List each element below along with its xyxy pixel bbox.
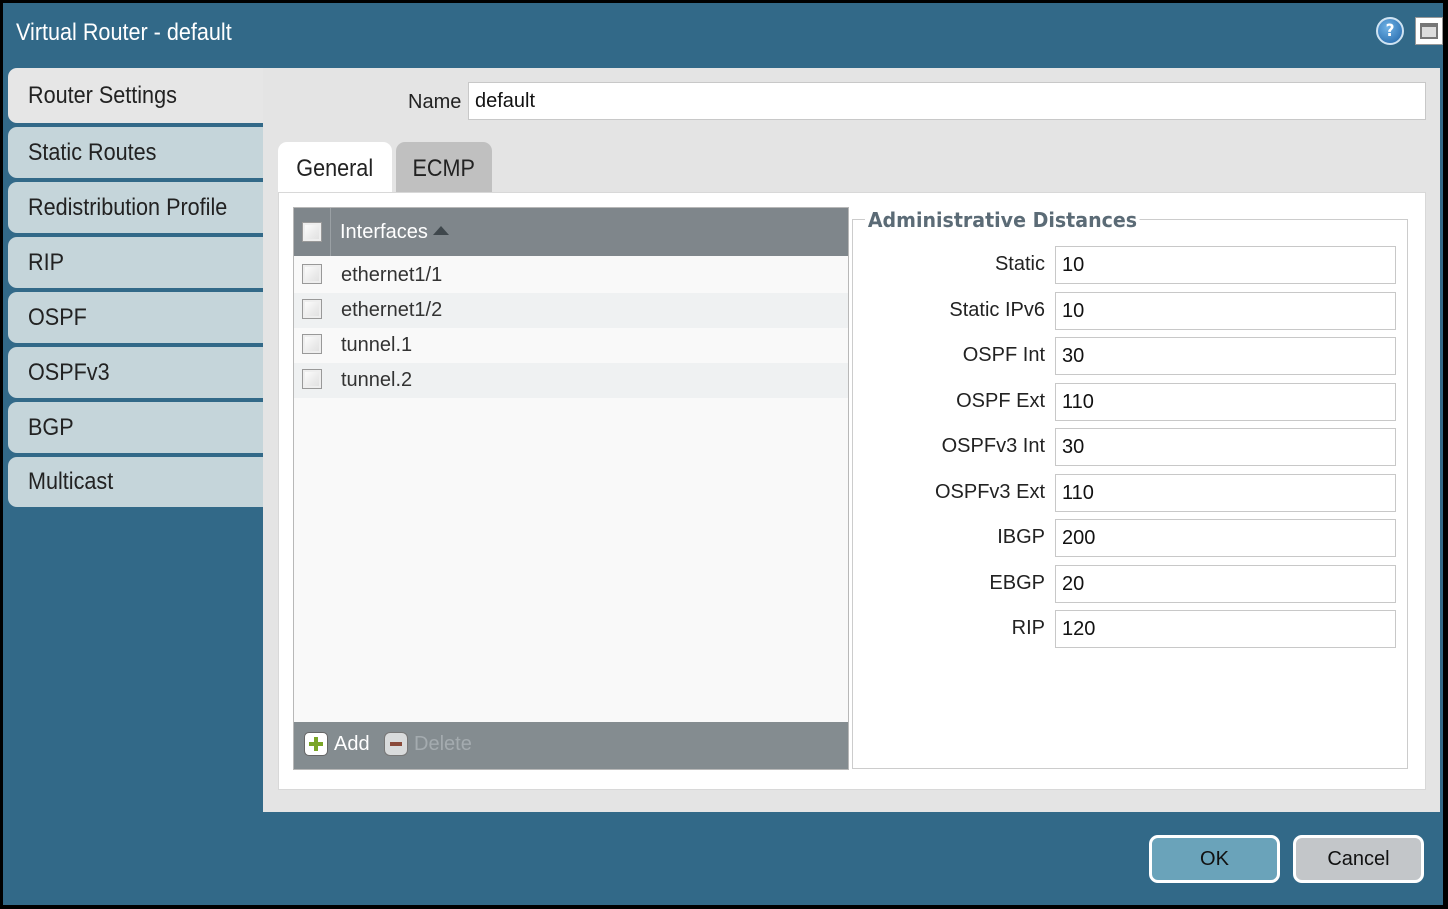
distance-input-ebgp[interactable] — [1055, 565, 1396, 603]
sidebar-item-ospfv3[interactable]: OSPFv3 — [8, 347, 263, 398]
tab-general[interactable]: General — [278, 142, 392, 193]
sidebar-item-label: Static Routes — [28, 138, 157, 166]
add-button[interactable]: Add — [304, 732, 370, 756]
delete-button[interactable]: Delete — [384, 732, 472, 756]
sidebar-item-label: OSPF — [28, 303, 87, 331]
add-label: Add — [334, 732, 370, 755]
row-checkbox[interactable] — [302, 334, 322, 354]
distance-label: OSPFv3 Int — [941, 435, 1045, 457]
column-label: Interfaces — [340, 221, 428, 243]
minus-icon — [384, 732, 408, 756]
header-divider — [330, 208, 331, 256]
sidebar-item-multicast[interactable]: Multicast — [8, 457, 263, 507]
interface-name: tunnel.1 — [341, 334, 413, 356]
distance-label: Static IPv6 — [949, 299, 1045, 321]
interface-name: ethernet1/1 — [341, 264, 443, 286]
table-row[interactable]: tunnel.1 — [294, 328, 848, 363]
sidebar-item-bgp[interactable]: BGP — [8, 402, 263, 453]
distance-input-static-ipv6[interactable] — [1055, 292, 1396, 330]
distance-input-static[interactable] — [1055, 246, 1396, 284]
table-header: Interfaces — [294, 208, 848, 256]
virtual-router-dialog: Virtual Router - default ? Router Settin… — [3, 3, 1443, 905]
distance-label: Static — [994, 253, 1045, 275]
sidebar-item-router-settings[interactable]: Router Settings — [8, 68, 263, 123]
sidebar-item-label: OSPFv3 — [28, 358, 110, 386]
sidebar-item-rip[interactable]: RIP — [8, 237, 263, 288]
sidebar-item-redistribution-profile[interactable]: Redistribution Profile — [8, 182, 263, 233]
sidebar-item-label: Redistribution Profile — [28, 193, 228, 221]
table-row[interactable]: ethernet1/2 — [294, 293, 848, 328]
ok-button[interactable]: OK — [1149, 835, 1280, 883]
interfaces-column-header[interactable]: Interfaces — [340, 221, 450, 244]
table-row[interactable]: ethernet1/1 — [294, 258, 848, 293]
name-label: Name — [408, 91, 462, 113]
distance-label: EBGP — [989, 572, 1045, 594]
help-icon[interactable]: ? — [1376, 17, 1404, 45]
distance-input-ospf-int[interactable] — [1055, 337, 1396, 375]
distance-label: RIP — [1011, 617, 1045, 639]
distance-input-ibgp[interactable] — [1055, 519, 1396, 557]
cancel-button[interactable]: Cancel — [1293, 835, 1424, 883]
distance-input-ospf-ext[interactable] — [1055, 383, 1396, 421]
distance-input-ospfv3-ext[interactable] — [1055, 474, 1396, 512]
maximize-icon[interactable] — [1415, 17, 1443, 45]
tab-label: ECMP — [412, 155, 476, 182]
administrative-distances-title: Administrative Distances — [865, 208, 1140, 232]
tab-label: General — [296, 155, 374, 182]
sort-ascending-icon — [433, 226, 450, 235]
delete-label: Delete — [414, 732, 472, 755]
distance-input-ospfv3-int[interactable] — [1055, 428, 1396, 466]
row-checkbox[interactable] — [302, 369, 322, 389]
name-input[interactable] — [468, 82, 1426, 120]
interface-name: tunnel.2 — [341, 369, 413, 391]
distance-label: OSPF Int — [962, 344, 1045, 366]
sidebar-item-label: Router Settings — [28, 81, 177, 109]
interfaces-table: Interfaces ethernet1/1 ethernet1/2 tunne… — [293, 207, 849, 770]
distance-input-rip[interactable] — [1055, 610, 1396, 648]
table-footer: Add Delete — [294, 722, 848, 769]
plus-icon — [304, 732, 328, 756]
sidebar-item-static-routes[interactable]: Static Routes — [8, 127, 263, 178]
distance-label: OSPF Ext — [956, 390, 1045, 412]
sidebar-item-label: RIP — [28, 248, 65, 276]
table-row[interactable]: tunnel.2 — [294, 363, 848, 398]
select-all-checkbox[interactable] — [302, 222, 322, 242]
sidebar-item-label: Multicast — [28, 468, 114, 495]
row-checkbox[interactable] — [302, 264, 322, 284]
tab-ecmp[interactable]: ECMP — [396, 142, 492, 192]
sidebar-item-label: BGP — [28, 413, 74, 441]
distance-label: OSPFv3 Ext — [934, 481, 1045, 503]
dialog-title: Virtual Router - default — [16, 19, 232, 46]
distance-label: IBGP — [997, 526, 1045, 548]
interface-name: ethernet1/2 — [341, 299, 443, 321]
row-checkbox[interactable] — [302, 299, 322, 319]
sidebar-item-ospf[interactable]: OSPF — [8, 292, 263, 343]
